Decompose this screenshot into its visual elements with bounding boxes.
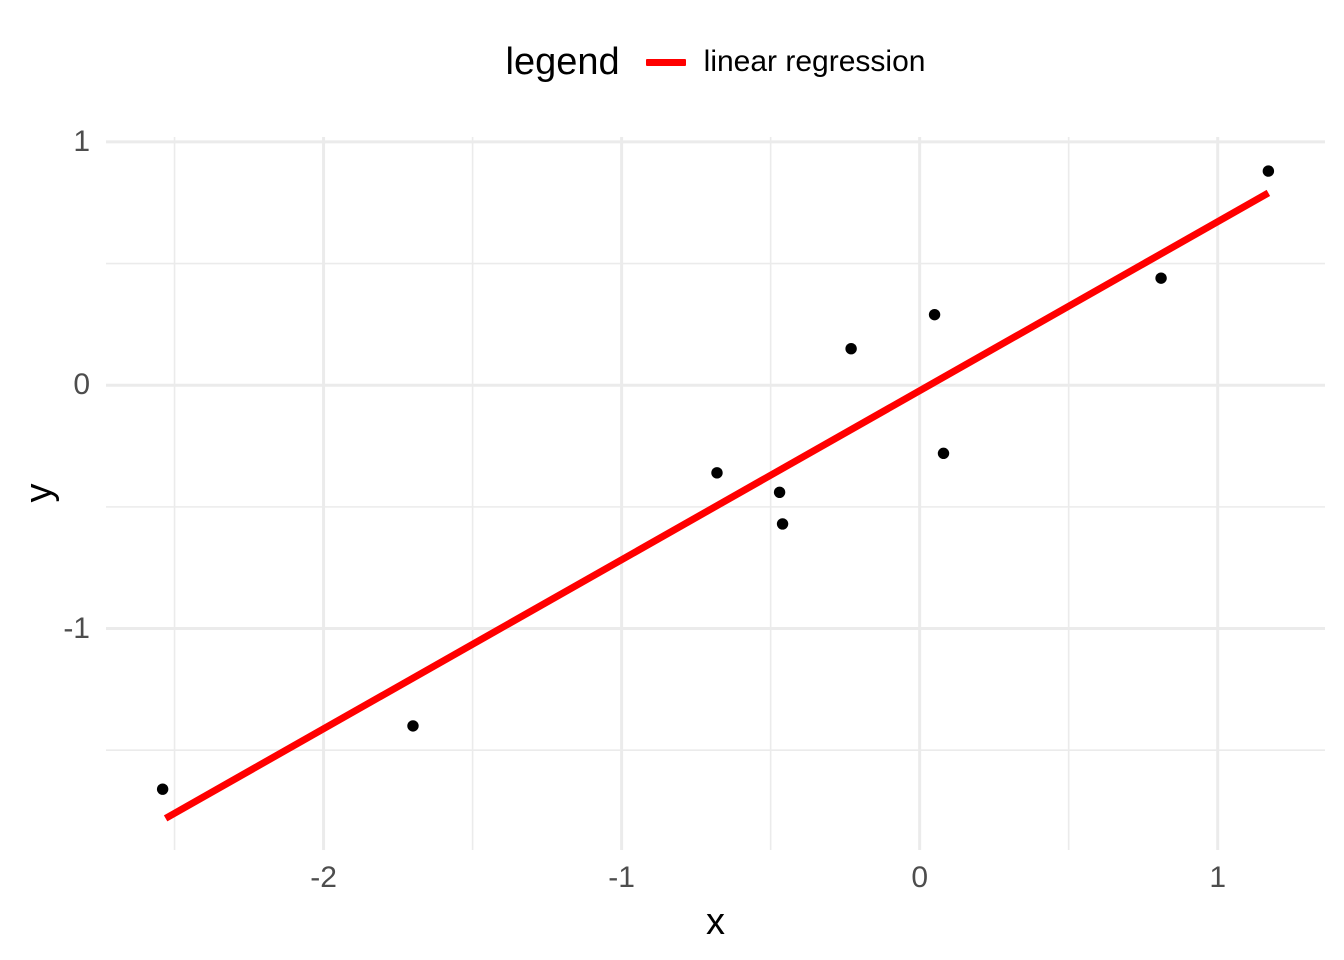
data-point bbox=[407, 720, 419, 732]
x-tick-label: -2 bbox=[310, 861, 337, 894]
data-point bbox=[156, 783, 169, 795]
x-tick-label: 1 bbox=[1209, 861, 1227, 894]
legend-title: legend bbox=[505, 41, 620, 83]
data-point bbox=[1262, 165, 1275, 177]
data-point bbox=[711, 467, 723, 479]
y-tick-label: 1 bbox=[73, 124, 90, 158]
data-point bbox=[937, 447, 950, 460]
y-tick-label: 0 bbox=[73, 368, 90, 402]
data-point bbox=[845, 343, 857, 355]
legend-key-line-icon bbox=[645, 58, 686, 66]
x-axis-title: x bbox=[706, 901, 725, 943]
y-axis-title: y bbox=[18, 483, 60, 503]
data-point bbox=[1155, 272, 1167, 284]
legend: legend linear regression bbox=[106, 34, 1325, 90]
data-point bbox=[928, 308, 941, 321]
legend-item-linear-regression: linear regression bbox=[645, 45, 926, 78]
data-point bbox=[776, 518, 789, 530]
legend-item-label: linear regression bbox=[703, 45, 926, 78]
x-tick-label: 0 bbox=[911, 861, 928, 894]
y-tick-label: -1 bbox=[63, 611, 90, 645]
regression-line bbox=[163, 189, 1271, 822]
x-tick-label: -1 bbox=[608, 861, 635, 894]
data-point bbox=[773, 486, 786, 498]
